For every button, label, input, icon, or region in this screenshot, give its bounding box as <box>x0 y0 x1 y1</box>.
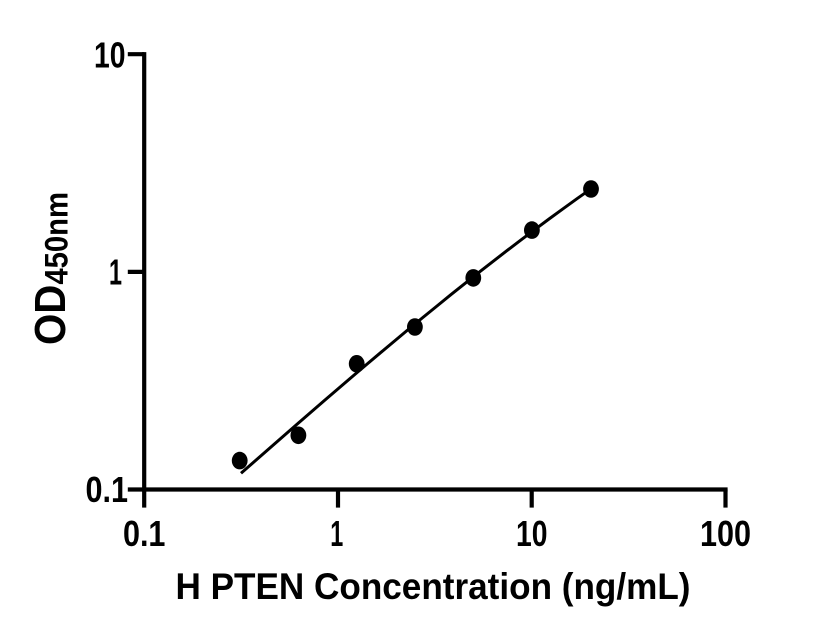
svg-text:0.1: 0.1 <box>86 469 129 510</box>
svg-text:H PTEN Concentration (ng/mL): H PTEN Concentration (ng/mL) <box>176 566 691 607</box>
svg-text:10: 10 <box>94 35 126 76</box>
svg-text:10: 10 <box>516 513 548 554</box>
svg-text:1: 1 <box>330 513 343 554</box>
svg-text:1: 1 <box>109 252 122 293</box>
svg-text:0.1: 0.1 <box>123 513 166 554</box>
svg-text:100: 100 <box>700 513 751 554</box>
